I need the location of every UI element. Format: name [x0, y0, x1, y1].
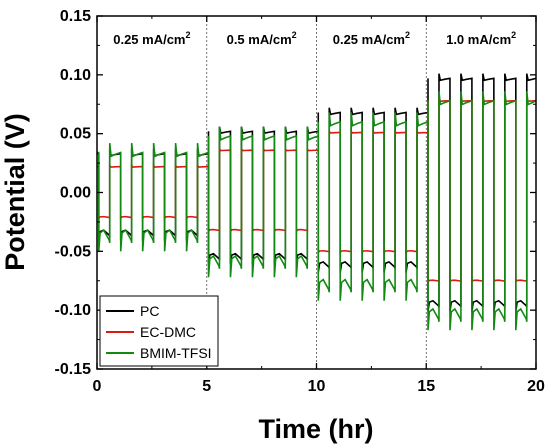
y-tick-label: 0.05: [60, 126, 91, 143]
y-tick-label: 0.15: [60, 8, 91, 25]
current-density-label: 0.5 mA/cm2: [227, 30, 297, 47]
x-axis-ticks: 0 5 10 15 20: [93, 16, 545, 395]
y-tick-label: 0.00: [60, 185, 91, 202]
x-tick-label: 5: [202, 378, 211, 395]
y-tick-label: 0.10: [60, 67, 91, 84]
y-axis-label: Potential (V): [0, 113, 30, 271]
x-tick-label: 0: [93, 378, 102, 395]
legend: PC EC-DMC BMIM-TFSI: [99, 295, 219, 367]
y-tick-label: -0.15: [55, 361, 92, 378]
y-axis-ticks: -0.15 -0.10 -0.05 0.00 0.05 0.10 0.15: [55, 8, 536, 378]
series-line-bmim-tfsi: [97, 91, 536, 331]
legend-label: EC-DMC: [140, 324, 196, 340]
legend-label: BMIM-TFSI: [140, 345, 212, 361]
stage-annotations: 0.25 mA/cm2 0.5 mA/cm2 0.25 mA/cm2 1.0 mA/c…: [113, 30, 516, 47]
stage-boundaries: [206, 16, 427, 369]
series-layer: [97, 73, 536, 331]
current-density-label: 0.25 mA/cm2: [113, 30, 190, 47]
x-tick-label: 20: [527, 378, 545, 395]
current-density-label: 1.0 mA/cm2: [446, 30, 516, 47]
x-axis-label: Time (hr): [258, 414, 373, 444]
legend-label: PC: [140, 303, 159, 319]
y-tick-label: -0.10: [55, 302, 92, 319]
y-tick-label: -0.05: [55, 243, 92, 260]
x-tick-label: 15: [417, 378, 435, 395]
x-tick-label: 10: [308, 378, 326, 395]
current-density-label: 0.25 mA/cm2: [333, 30, 410, 47]
